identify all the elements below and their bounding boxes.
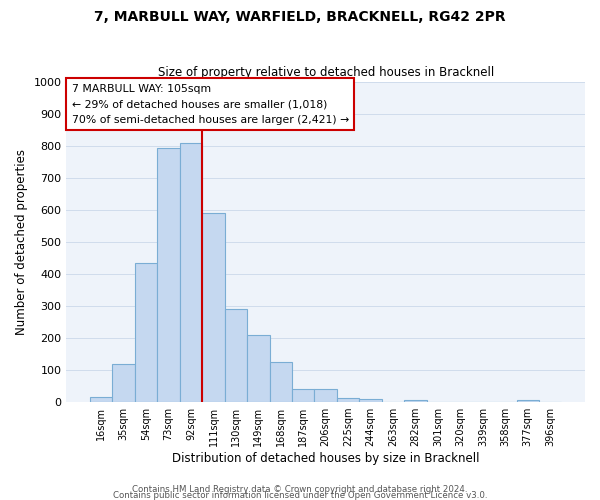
Text: Contains HM Land Registry data © Crown copyright and database right 2024.: Contains HM Land Registry data © Crown c… bbox=[132, 484, 468, 494]
X-axis label: Distribution of detached houses by size in Bracknell: Distribution of detached houses by size … bbox=[172, 452, 479, 465]
Bar bbox=[202, 214, 224, 402]
Bar bbox=[314, 390, 337, 402]
Bar bbox=[90, 398, 112, 402]
Bar bbox=[224, 310, 247, 402]
Bar bbox=[292, 390, 314, 402]
Bar bbox=[337, 398, 359, 402]
Bar bbox=[247, 335, 269, 402]
Bar bbox=[112, 364, 135, 402]
Bar bbox=[359, 399, 382, 402]
Bar bbox=[517, 400, 539, 402]
Bar bbox=[269, 362, 292, 402]
Bar bbox=[404, 400, 427, 402]
Y-axis label: Number of detached properties: Number of detached properties bbox=[15, 149, 28, 335]
Bar bbox=[180, 143, 202, 402]
Bar bbox=[157, 148, 180, 402]
Text: Contains public sector information licensed under the Open Government Licence v3: Contains public sector information licen… bbox=[113, 490, 487, 500]
Bar bbox=[135, 263, 157, 402]
Text: 7 MARBULL WAY: 105sqm
← 29% of detached houses are smaller (1,018)
70% of semi-d: 7 MARBULL WAY: 105sqm ← 29% of detached … bbox=[71, 84, 349, 125]
Text: 7, MARBULL WAY, WARFIELD, BRACKNELL, RG42 2PR: 7, MARBULL WAY, WARFIELD, BRACKNELL, RG4… bbox=[94, 10, 506, 24]
Title: Size of property relative to detached houses in Bracknell: Size of property relative to detached ho… bbox=[158, 66, 494, 80]
